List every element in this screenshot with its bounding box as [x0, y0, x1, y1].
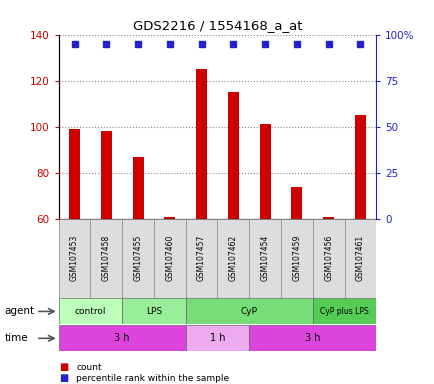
- Text: ■: ■: [59, 362, 68, 372]
- Text: GSM107461: GSM107461: [355, 235, 364, 281]
- Bar: [132, 157, 143, 219]
- Bar: [185, 219, 217, 298]
- Bar: [69, 129, 80, 219]
- Bar: [249, 219, 280, 298]
- Bar: [101, 131, 112, 219]
- Text: CyP: CyP: [240, 307, 257, 316]
- Text: GSM107456: GSM107456: [323, 235, 332, 281]
- Bar: [59, 298, 122, 324]
- Bar: [312, 298, 375, 324]
- Bar: [185, 325, 249, 351]
- Text: agent: agent: [4, 306, 34, 316]
- Text: 3 h: 3 h: [304, 333, 320, 343]
- Bar: [322, 217, 333, 219]
- Bar: [312, 219, 344, 298]
- Text: time: time: [4, 333, 28, 343]
- Bar: [291, 187, 302, 219]
- Bar: [185, 298, 312, 324]
- Text: GSM107458: GSM107458: [102, 235, 111, 281]
- Text: GSM107462: GSM107462: [228, 235, 237, 281]
- Text: ■: ■: [59, 373, 68, 383]
- Text: GSM107457: GSM107457: [197, 235, 206, 281]
- Text: CyP plus LPS: CyP plus LPS: [319, 307, 368, 316]
- Text: GSM107459: GSM107459: [292, 235, 301, 281]
- Bar: [122, 298, 185, 324]
- Text: percentile rank within the sample: percentile rank within the sample: [76, 374, 229, 383]
- Bar: [344, 219, 375, 298]
- Title: GDS2216 / 1554168_a_at: GDS2216 / 1554168_a_at: [132, 19, 302, 32]
- Text: GSM107454: GSM107454: [260, 235, 269, 281]
- Text: 1 h: 1 h: [209, 333, 225, 343]
- Bar: [249, 325, 375, 351]
- Text: GSM107453: GSM107453: [70, 235, 79, 281]
- Bar: [259, 124, 270, 219]
- Text: GSM107460: GSM107460: [165, 235, 174, 281]
- Bar: [90, 219, 122, 298]
- Text: 3 h: 3 h: [114, 333, 130, 343]
- Bar: [196, 69, 207, 219]
- Bar: [280, 219, 312, 298]
- Bar: [227, 92, 238, 219]
- Text: control: control: [75, 307, 106, 316]
- Bar: [122, 219, 154, 298]
- Bar: [59, 219, 90, 298]
- Text: GSM107455: GSM107455: [133, 235, 142, 281]
- Text: LPS: LPS: [145, 307, 162, 316]
- Bar: [154, 219, 185, 298]
- Bar: [164, 217, 175, 219]
- Text: count: count: [76, 363, 102, 372]
- Bar: [217, 219, 249, 298]
- Bar: [59, 325, 185, 351]
- Bar: [354, 115, 365, 219]
